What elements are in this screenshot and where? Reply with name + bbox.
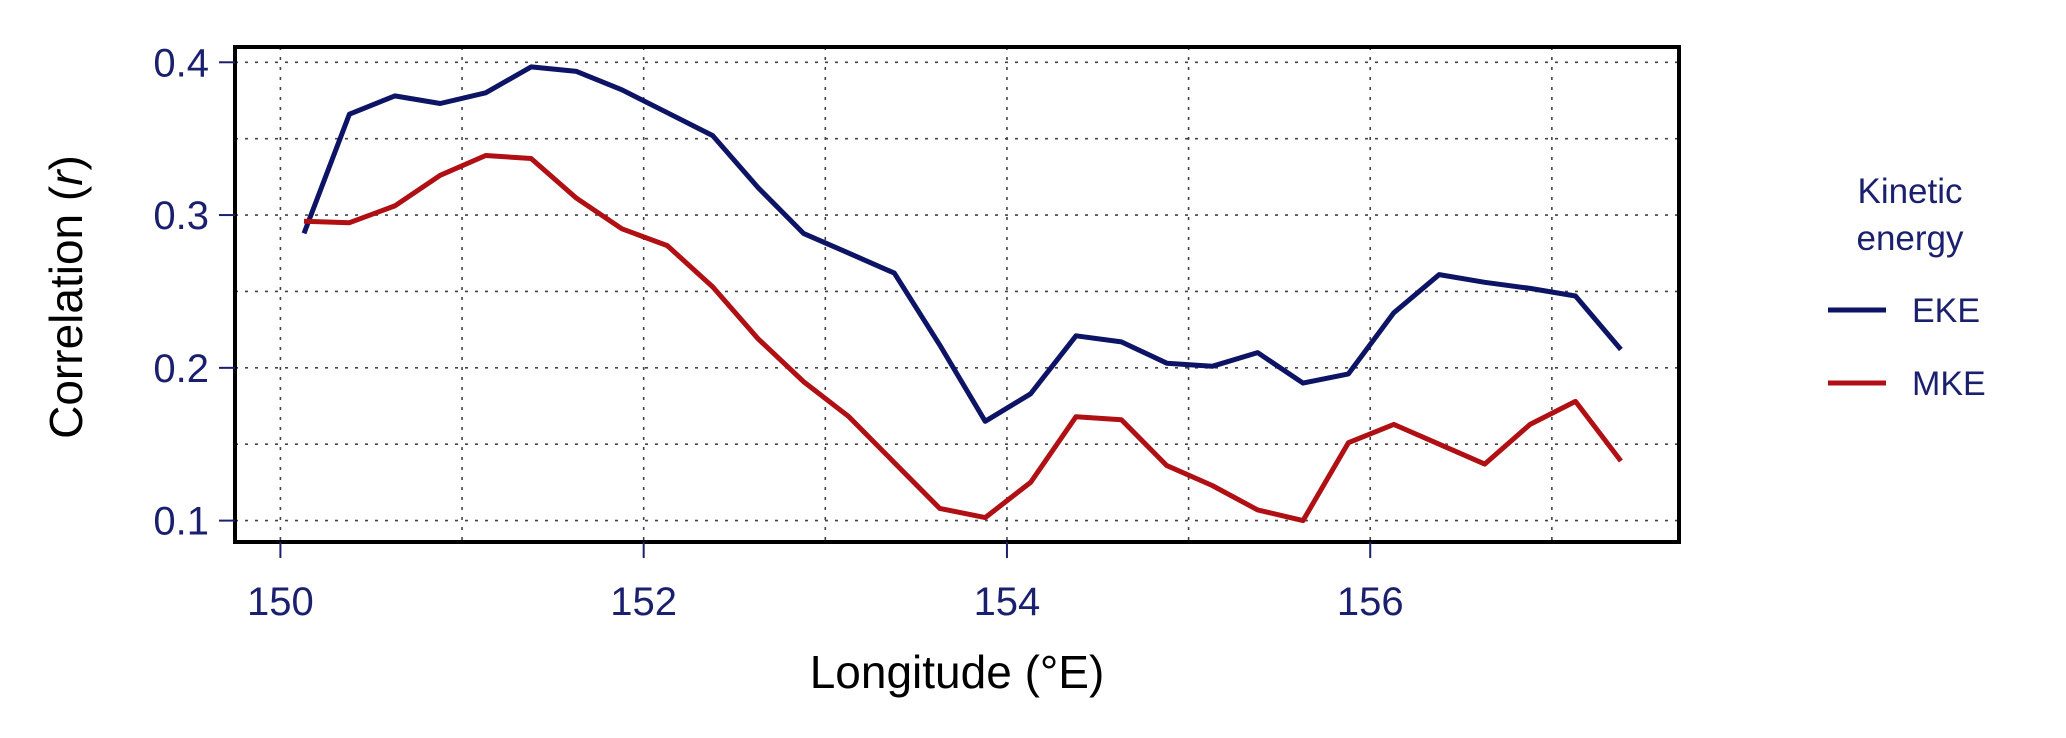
plot-frame (233, 45, 1681, 544)
y-tick-label: 0.3 (153, 194, 209, 238)
y-axis-title-prefix: Correlation ( (40, 185, 92, 439)
x-tick-label: 154 (974, 580, 1041, 624)
legend-title-line2: energy (1856, 219, 1964, 258)
x-axis-title: Longitude (°E) (810, 646, 1105, 698)
series-lines (301, 64, 1623, 524)
x-tick-label: 152 (610, 580, 677, 624)
grid (235, 47, 1679, 542)
legend-label-eke: EKE (1912, 292, 1980, 330)
legend-label-mke: MKE (1912, 365, 1986, 403)
y-axis-title: Correlation (r) (40, 155, 92, 439)
legend-title-line1: Kinetic (1857, 172, 1962, 211)
y-axis-title-variable: r (40, 169, 92, 186)
x-tick-label: 150 (247, 580, 314, 624)
y-tick-label: 0.4 (153, 41, 209, 85)
legend: Kinetic energy EKE MKE (1828, 172, 1986, 403)
x-tick-label: 156 (1337, 580, 1404, 624)
y-tick-label: 0.1 (153, 500, 209, 544)
series-line-eke (301, 64, 1623, 424)
y-tick-label: 0.2 (153, 347, 209, 391)
y-axis-title-suffix: ) (40, 155, 92, 170)
axes: 150 152 154 156 0.1 0.2 0.3 0.4 (153, 41, 1403, 624)
series-line-mke (303, 153, 1623, 524)
legend-entries: EKE MKE (1828, 292, 1986, 403)
